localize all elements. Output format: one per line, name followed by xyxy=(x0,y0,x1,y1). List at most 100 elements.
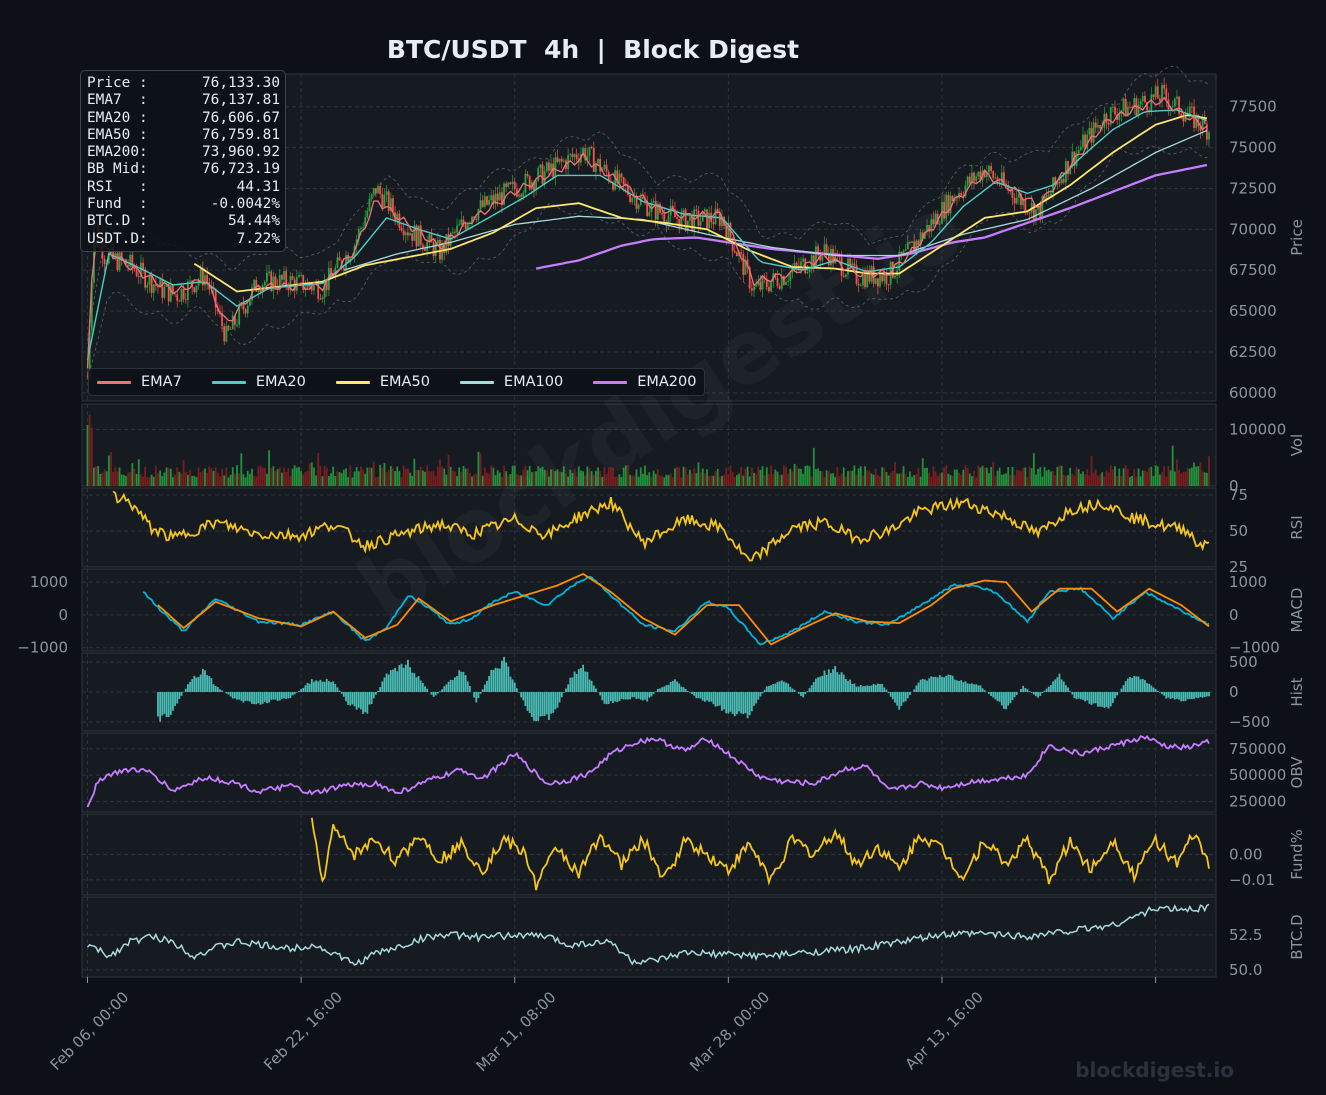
volume-bar xyxy=(586,466,589,486)
volume-bar xyxy=(291,468,294,486)
volume-bar xyxy=(1028,466,1031,486)
hist-bar xyxy=(212,684,215,692)
hist-bar xyxy=(763,689,766,692)
volume-bar xyxy=(1103,476,1106,486)
y-tick-label: 0 xyxy=(1229,683,1239,701)
candle-body xyxy=(588,146,591,156)
info-row-funding: Fund : -0.0042% xyxy=(87,196,280,213)
volume-bar xyxy=(774,469,777,486)
hist-bar xyxy=(906,692,909,699)
candle-body xyxy=(964,185,967,197)
candle-body xyxy=(454,231,456,233)
volume-bar xyxy=(199,472,202,486)
volume-bar xyxy=(998,467,1001,486)
hist-bar xyxy=(958,681,960,692)
hist-bar xyxy=(377,690,379,692)
hist-bar xyxy=(789,686,792,692)
hist-bar xyxy=(338,690,341,692)
volume-bar xyxy=(251,468,253,486)
hist-bar xyxy=(1109,692,1112,707)
hist-bar xyxy=(960,680,963,692)
info-row-ema200: EMA200: 73,960.92 xyxy=(87,144,280,161)
volume-bar xyxy=(569,469,572,486)
hist-bar xyxy=(552,692,555,713)
hist-bar xyxy=(372,692,375,699)
hist-bar xyxy=(1111,692,1114,703)
hist-bar xyxy=(554,692,557,710)
candle-body xyxy=(1107,122,1110,125)
volume-bar xyxy=(505,471,508,486)
candle-body xyxy=(718,212,721,227)
candle-body xyxy=(1082,134,1084,148)
volume-bar xyxy=(755,474,758,486)
volume-bar xyxy=(1146,471,1148,486)
volume-bar xyxy=(748,476,751,486)
volume-bar xyxy=(782,465,785,486)
volume-bar xyxy=(1067,475,1069,486)
candle-body xyxy=(866,270,869,288)
info-row-ema20: EMA20 :76,606.67 xyxy=(87,110,280,127)
volume-bar xyxy=(789,468,792,486)
hist-bar xyxy=(481,689,484,692)
hist-bar xyxy=(409,667,411,692)
hist-bar xyxy=(176,692,179,704)
hist-bar xyxy=(345,692,347,702)
hist-bar xyxy=(1097,692,1099,707)
candle-body xyxy=(721,216,723,227)
candle-body xyxy=(513,181,516,190)
candle-body xyxy=(789,272,792,282)
volume-bar xyxy=(180,473,183,486)
volume-bar xyxy=(454,471,456,486)
volume-bar xyxy=(620,477,623,486)
candle-body xyxy=(1195,114,1198,128)
hist-bar xyxy=(300,689,303,692)
volume-bar xyxy=(150,474,153,486)
volume-bar xyxy=(876,475,879,486)
candle-body xyxy=(505,183,508,187)
volume-bar xyxy=(144,466,147,486)
volume-bar xyxy=(112,471,115,486)
volume-bar xyxy=(88,414,91,486)
candle-body xyxy=(951,195,954,202)
hist-bar xyxy=(994,692,997,700)
volume-bar xyxy=(370,467,373,486)
hist-bar xyxy=(545,692,548,715)
volume-bar xyxy=(278,467,281,486)
candle-body xyxy=(733,250,736,253)
candle-body xyxy=(291,276,294,280)
hist-bar xyxy=(654,691,657,692)
volume-bar xyxy=(313,467,315,486)
volume-bar xyxy=(797,468,800,486)
volume-bar xyxy=(1111,469,1114,486)
hist-bar xyxy=(310,679,313,692)
hist-bar xyxy=(336,687,339,692)
candle-body xyxy=(571,153,574,157)
hist-bar xyxy=(539,692,542,717)
candle-body xyxy=(825,244,828,253)
hist-bar xyxy=(537,692,540,721)
candle-body xyxy=(276,286,279,290)
candle-body xyxy=(795,262,798,266)
hist-bar xyxy=(804,692,807,695)
volume-bar xyxy=(374,477,377,486)
hist-bar xyxy=(932,676,935,692)
hist-bar xyxy=(195,677,198,692)
hist-bar xyxy=(383,677,386,692)
volume-bar xyxy=(714,471,717,486)
series-btcd xyxy=(86,903,1210,966)
hist-bar xyxy=(1067,687,1069,692)
hist-bar xyxy=(718,692,721,706)
hist-bar xyxy=(407,659,409,692)
volume-bar xyxy=(1075,467,1078,486)
hist-bar xyxy=(825,674,828,692)
hist-bar xyxy=(857,686,860,692)
candle-body xyxy=(678,219,681,229)
candle-body xyxy=(616,170,619,184)
hist-bar xyxy=(902,692,905,703)
hist-bar xyxy=(157,692,159,717)
volume-bar xyxy=(1182,471,1185,486)
hist-bar xyxy=(1133,675,1136,692)
volume-bar xyxy=(398,471,401,486)
candle-body xyxy=(176,294,179,301)
volume-bar xyxy=(795,466,798,486)
